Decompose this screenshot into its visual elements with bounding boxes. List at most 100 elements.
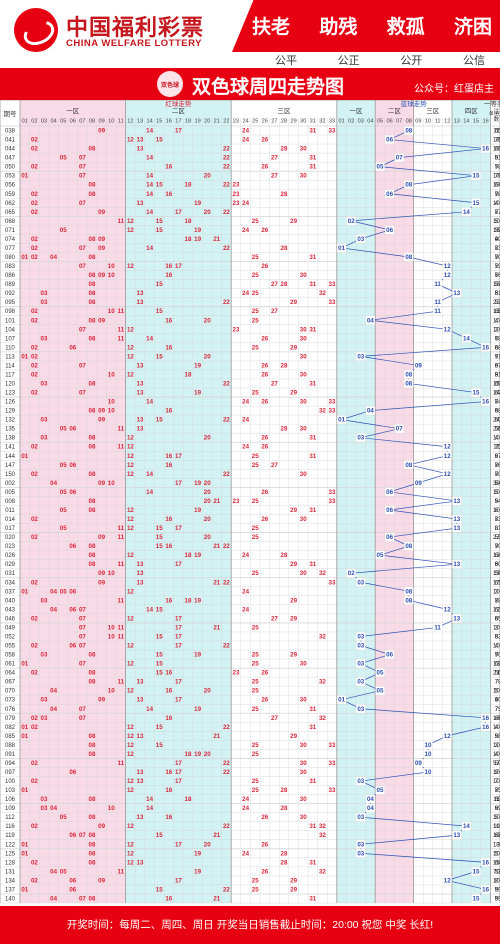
red-ball-number: 13 [137, 579, 144, 586]
red-ball-number: 01 [21, 588, 28, 595]
red-ball-number: 21 [213, 236, 220, 243]
red-ball-number: 02 [31, 877, 38, 884]
blue-ball-cell [394, 424, 404, 433]
blue-ball-number: 15 [473, 173, 480, 180]
blue-ball-cell [413, 478, 423, 487]
red-ball-number: 33 [329, 579, 336, 586]
prize-count: 12 [493, 607, 500, 613]
red-ball-number: 26 [261, 137, 268, 144]
red-ball-number: 20 [204, 516, 211, 523]
blue-ball-cell [346, 216, 356, 225]
red-ball-number: 11 [118, 624, 125, 631]
blue-ball-number: 15 [473, 868, 480, 875]
red-number-header: 25 [252, 119, 258, 125]
red-ball-number: 19 [194, 390, 201, 397]
red-ball-number: 09 [98, 534, 105, 541]
slogan-item: 助残 [319, 17, 358, 38]
red-ball-number: 03 [41, 417, 48, 424]
red-ball-number: 05 [60, 426, 67, 433]
red-ball-number: 02 [31, 254, 38, 261]
red-ball-number: 06 [69, 832, 76, 839]
prize-count: 22 [493, 300, 500, 306]
red-ball-number: 14 [146, 399, 153, 406]
red-ball-number: 11 [118, 561, 125, 568]
red-ball-number: 16 [165, 688, 172, 695]
red-ball-number: 31 [309, 706, 316, 713]
red-ball-number: 26 [261, 444, 268, 451]
blue-ball-cell [481, 722, 491, 731]
period-label: 144 [5, 454, 16, 460]
blue-ball-cell [385, 225, 395, 235]
prize-count: 9 [495, 192, 499, 198]
red-ball-number: 12 [127, 688, 134, 695]
blue-ball-cell [442, 731, 452, 740]
red-ball-number: 31 [309, 895, 316, 902]
blue-ball-cell [375, 686, 385, 695]
prize-count: 4 [495, 725, 499, 731]
prize-count: 5 [495, 291, 499, 297]
motto-row: 公平 公正 公开 公信 [275, 52, 485, 68]
red-ball-number: 20 [204, 209, 211, 216]
red-ball-number: 20 [204, 498, 211, 505]
blue-ball-number: 02 [348, 218, 355, 225]
blue-ball-cell [471, 198, 481, 207]
period-label: 122 [5, 842, 16, 848]
red-ball-number: 15 [156, 670, 163, 677]
red-ball-number: 10 [108, 633, 115, 640]
red-ball-number: 32 [319, 633, 326, 640]
red-ball-number: 29 [290, 344, 297, 351]
red-ball-number: 08 [89, 670, 96, 677]
blue-ball-number: 04 [367, 805, 374, 812]
prize-amount: 500 [495, 571, 500, 577]
red-ball-number: 17 [175, 453, 182, 460]
red-ball-number: 08 [89, 182, 96, 189]
red-ball-number: 26 [261, 335, 268, 342]
red-ball-number: 15 [156, 652, 163, 659]
prize-amount: 566 [495, 427, 500, 433]
red-ball-number: 31 [309, 326, 316, 333]
blue-ball-cell [356, 704, 366, 713]
red-ball-number: 17 [175, 633, 182, 640]
red-ball-number: 13 [137, 733, 144, 740]
red-ball-number: 15 [156, 525, 163, 532]
red-ball-number: 30 [300, 516, 307, 523]
period-label: 067 [5, 680, 16, 686]
red-ball-number: 21 [213, 733, 220, 740]
red-ball-number: 08 [89, 435, 96, 442]
prize-column-bg [490, 100, 500, 903]
period-label: 114 [5, 363, 15, 369]
red-ball-number: 27 [271, 380, 278, 387]
red-ball-number: 07 [79, 606, 86, 613]
red-ball-number: 25 [252, 218, 259, 225]
red-ball-number: 22 [223, 543, 230, 550]
prize-count: 17 [493, 580, 500, 586]
blue-ball-number: 06 [386, 191, 393, 198]
period-label: 128 [5, 860, 16, 866]
period-label: 135 [5, 427, 16, 433]
period-label: 077 [5, 246, 16, 252]
red-number-header: 06 [70, 119, 76, 125]
red-ball-number: 26 [261, 516, 268, 523]
red-ball-number: 25 [252, 498, 259, 505]
red-ball-number: 19 [194, 706, 201, 713]
red-ball-number: 15 [156, 633, 163, 640]
red-ball-number: 08 [89, 561, 96, 568]
red-ball-number: 02 [31, 444, 38, 451]
blue-ball-number: 13 [453, 525, 460, 532]
red-ball-number: 03 [41, 805, 48, 812]
red-ball-number: 05 [60, 489, 67, 496]
blue-ball-cell [375, 668, 385, 677]
red-ball-number: 03 [41, 697, 48, 704]
blue-ball-number: 03 [357, 679, 364, 686]
prize-amount: 993 [495, 887, 500, 893]
red-ball-number: 32 [319, 868, 326, 875]
blue-zone-header: 二区 [388, 107, 402, 115]
prize-count: 11 [493, 129, 500, 135]
welfare-lottery-logo-icon [14, 8, 59, 52]
blue-ball-cell [423, 749, 433, 759]
